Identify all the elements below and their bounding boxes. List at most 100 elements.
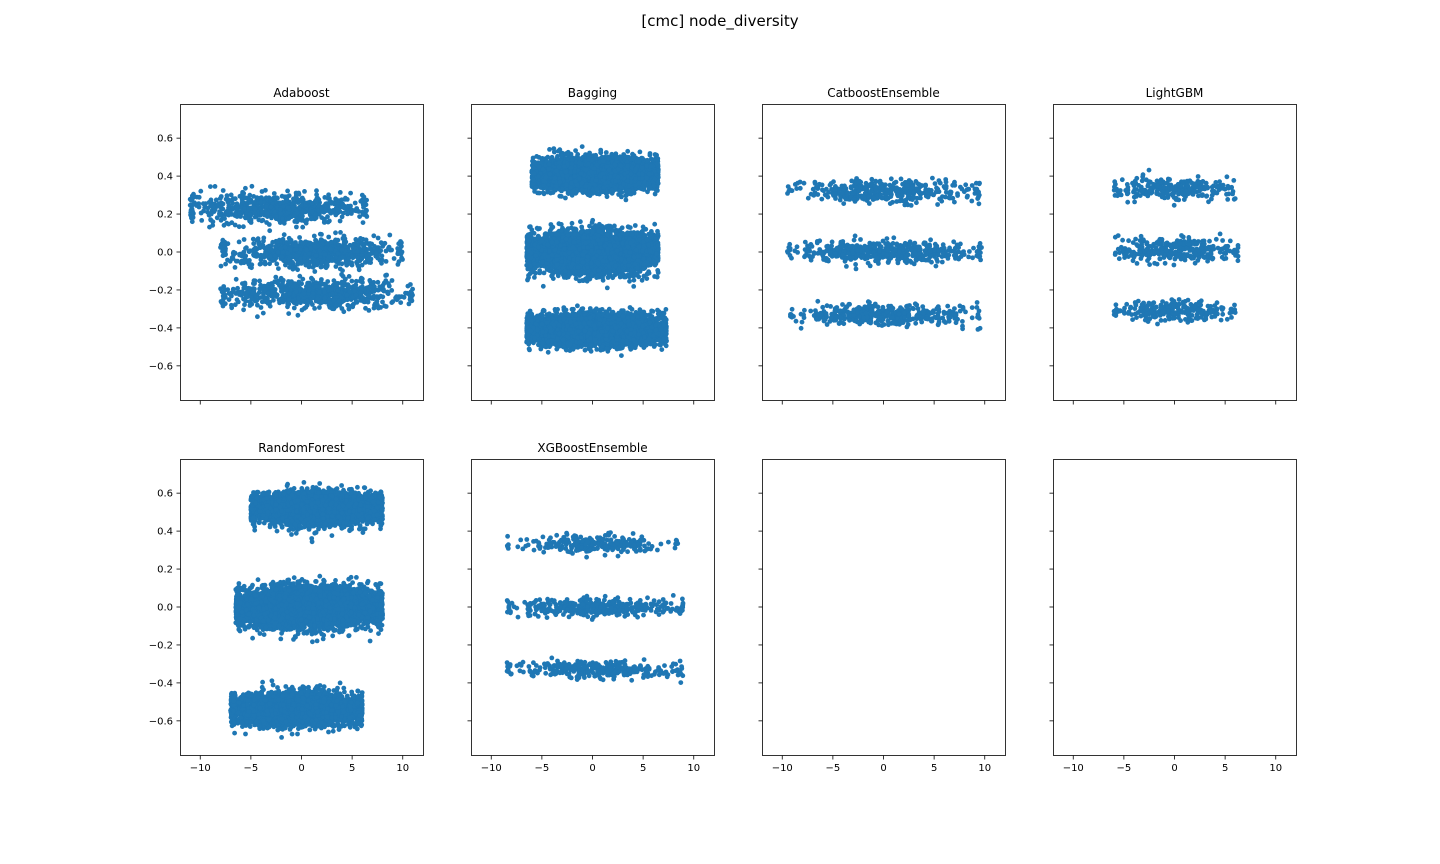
data-point [297,235,302,240]
data-point [242,302,247,308]
data-point [339,306,345,311]
data-point [281,232,287,238]
data-point [603,150,609,155]
data-point [250,291,256,296]
data-point [389,288,395,293]
data-point [378,248,384,254]
data-point [246,206,252,212]
data-point [269,247,275,253]
data-point [349,278,355,284]
data-point [343,239,349,245]
data-point [296,190,301,196]
data-point [367,278,373,283]
data-point [225,198,231,204]
data-point [242,195,248,201]
data-point [287,291,292,296]
data-point [260,209,265,214]
data-point [229,255,235,261]
data-point [307,283,312,288]
data-point [297,273,303,279]
data-point [311,262,317,267]
data-point [358,290,364,296]
data-point [228,192,234,198]
data-point [357,214,362,220]
data-point [333,303,339,309]
data-point [379,253,385,259]
data-point [273,291,278,297]
data-point [347,289,352,295]
data-point [384,272,389,278]
data-point [343,259,349,265]
data-point [235,285,241,291]
data-point [308,245,313,251]
data-point [391,256,397,261]
subplot-bagging: Bagging [467,86,715,405]
data-point [261,238,266,244]
data-point [267,228,273,234]
data-point [363,305,368,311]
data-point [371,233,377,239]
data-point [273,274,279,280]
data-point [226,297,232,302]
data-point [306,287,312,293]
data-point [208,184,213,190]
data-point [287,281,293,287]
data-point [274,195,279,201]
data-point [379,257,385,263]
data-point [353,292,359,298]
data-point [261,295,267,300]
data-point [258,261,264,267]
data-point [375,279,381,285]
data-point [358,198,364,204]
data-point [266,222,272,227]
data-point [364,214,370,219]
data-point [339,272,344,277]
y-tick-label: −0.2 [149,285,173,296]
data-point [280,249,286,255]
data-point [328,199,334,205]
data-point [250,236,256,242]
data-point [317,305,322,310]
axes-frame [180,104,424,401]
data-point [379,240,385,246]
data-point [327,209,333,214]
data-point [333,196,338,202]
data-point [285,188,290,194]
data-point [241,237,247,242]
data-point [323,282,328,288]
data-point [251,241,257,247]
data-point [272,253,278,259]
data-point [208,211,214,217]
data-point [298,247,303,252]
data-point [279,254,285,260]
y-tick-label: 0.0 [157,248,173,259]
data-point [637,149,643,155]
data-point [360,220,366,226]
data-point [267,254,273,259]
data-point [217,196,223,201]
data-point [395,262,401,267]
data-point [243,298,249,304]
y-tick-label: −0.4 [149,323,173,334]
data-point [319,232,324,237]
data-point [359,262,365,268]
data-point [300,276,306,282]
data-point [233,291,239,296]
data-point [378,293,384,299]
data-point [284,194,290,200]
data-point [339,247,345,253]
data-point [325,214,330,220]
data-point [264,204,269,209]
data-point [292,218,298,224]
data-point [344,292,350,298]
data-point [311,233,317,239]
data-point [224,209,230,214]
data-point [286,311,292,316]
data-point [360,212,366,217]
data-point [364,208,369,214]
data-point [270,288,275,294]
data-point [350,304,356,310]
data-point [340,203,345,209]
data-point [325,196,331,201]
data-point [213,197,219,203]
